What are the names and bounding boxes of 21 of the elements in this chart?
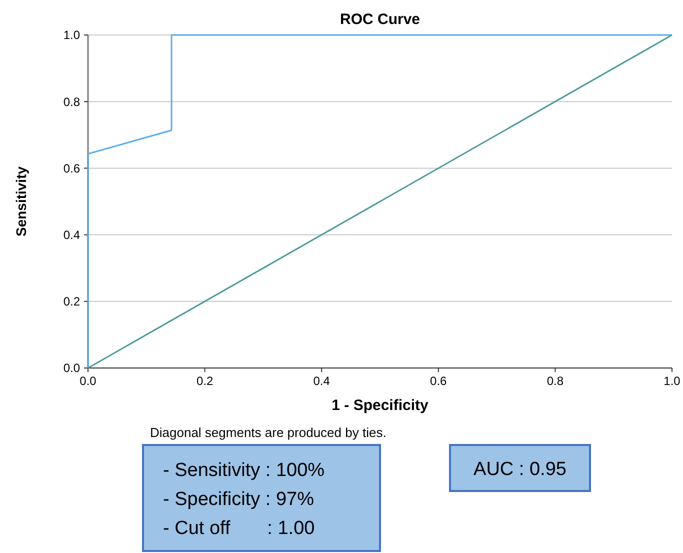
x-tick-label: 1.0 [664,374,681,388]
text: - Specificity : 97% [163,489,314,510]
y-tick-label: 0.6 [63,161,80,176]
x-tick-label: 0.2 [196,374,214,388]
x-tick-label: 0.0 [80,374,97,388]
text: Diagonal segments are produced by ties. [150,425,386,440]
y-tick-label: 1.0 [63,28,80,42]
text: - Cut off : 1.00 [163,518,315,539]
line-series [87,34,673,369]
y-tick-label: 0.0 [63,361,80,376]
y-tick-label: 0.4 [63,228,80,242]
y-tick-label: 0.8 [63,94,80,109]
x-tick-label: 0.6 [430,374,448,388]
y-tick-label: 0.2 [63,294,80,309]
text: AUC : 0.95 [474,459,566,480]
chart-title: ROC Curve [340,11,420,28]
text: - Sensitivity : 100% [163,460,325,481]
y-axis-title: Sensitivity [13,166,29,237]
x-tick-label: 0.4 [313,374,330,388]
x-tick-label: 0.8 [546,374,564,388]
x-axis-title: 1 - Specificity [332,397,430,414]
